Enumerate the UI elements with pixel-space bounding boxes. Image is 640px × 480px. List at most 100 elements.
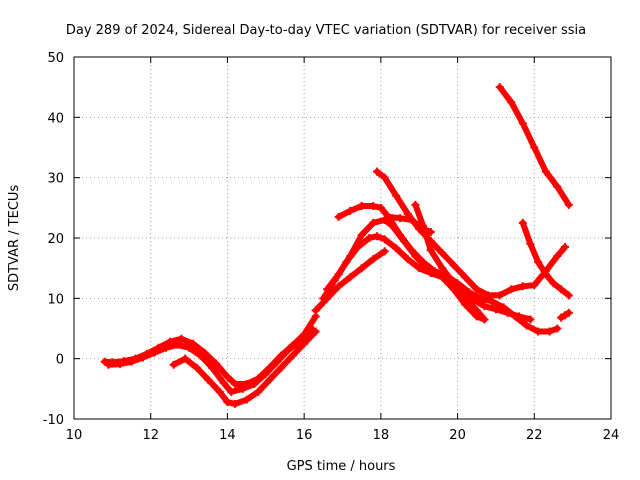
data-point <box>346 252 355 261</box>
x-tick-label: 18 <box>373 428 390 443</box>
data-point <box>196 351 205 360</box>
data-point <box>139 353 148 362</box>
series-line <box>412 201 488 323</box>
data-point <box>396 214 405 223</box>
data-point <box>411 200 420 209</box>
data-point <box>557 285 566 294</box>
data-point <box>219 378 228 387</box>
data-point <box>530 143 539 152</box>
data-point <box>461 294 470 303</box>
data-point <box>211 359 220 368</box>
data-point <box>177 334 186 343</box>
data-point <box>560 243 569 252</box>
data-point <box>238 384 247 393</box>
y-tick-label: 30 <box>47 172 64 187</box>
data-point <box>495 83 504 92</box>
series-line <box>374 168 568 299</box>
data-point <box>384 212 393 221</box>
data-point <box>541 167 550 176</box>
data-point <box>553 324 562 333</box>
data-point <box>127 357 136 366</box>
data-point <box>438 264 447 273</box>
data-point <box>334 212 343 221</box>
data-point <box>284 345 293 354</box>
data-point <box>265 375 274 384</box>
data-point <box>346 273 355 282</box>
data-point <box>426 246 435 255</box>
data-point <box>499 303 508 312</box>
data-point <box>407 215 416 224</box>
data-point <box>242 395 251 404</box>
data-point <box>419 221 428 230</box>
x-tick-label: 12 <box>142 428 159 443</box>
data-point <box>534 258 543 267</box>
data-point <box>376 203 385 212</box>
data-point <box>250 380 259 389</box>
x-tick-label: 14 <box>219 428 236 443</box>
chart-title: Day 289 of 2024, Sidereal Day-to-day VTE… <box>66 23 586 38</box>
data-point <box>380 235 389 244</box>
data-point <box>541 270 550 279</box>
data-point <box>173 340 182 349</box>
data-point <box>449 261 458 270</box>
data-point <box>231 399 240 408</box>
data-point <box>373 232 382 241</box>
data-point <box>549 279 558 288</box>
data-point <box>392 244 401 253</box>
data-point <box>396 230 405 239</box>
y-axis-title: SDTVAR / TECUs <box>7 185 22 292</box>
data-point <box>323 294 332 303</box>
data-point <box>484 291 493 300</box>
data-point <box>511 312 520 321</box>
y-tick-label: -10 <box>43 413 64 428</box>
data-point <box>223 372 232 381</box>
data-point <box>419 258 428 267</box>
data-point <box>116 360 125 369</box>
data-point <box>564 308 573 317</box>
data-point <box>323 285 332 294</box>
data-point <box>522 321 531 330</box>
data-point <box>553 252 562 261</box>
data-point <box>465 288 474 297</box>
data-point <box>311 306 320 315</box>
data-point <box>261 369 270 378</box>
data-point <box>369 202 378 211</box>
data-point <box>208 363 217 372</box>
data-point <box>518 282 527 291</box>
data-point <box>545 327 554 336</box>
data-point <box>507 98 516 107</box>
data-point <box>495 291 504 300</box>
data-point <box>188 339 197 348</box>
data-point <box>273 357 282 366</box>
data-point <box>407 246 416 255</box>
data-point <box>518 218 527 227</box>
y-tick-label: 50 <box>47 51 64 66</box>
data-point <box>162 343 171 352</box>
data-point <box>392 191 401 200</box>
data-point <box>476 294 485 303</box>
data-point <box>334 270 343 279</box>
x-tick-label: 20 <box>449 428 466 443</box>
data-point <box>526 240 535 249</box>
data-point <box>300 339 309 348</box>
data-point <box>472 306 481 315</box>
data-point <box>461 273 470 282</box>
data-point <box>488 297 497 306</box>
x-tick-label: 10 <box>66 428 83 443</box>
data-point <box>564 291 573 300</box>
x-tick-label: 24 <box>603 428 620 443</box>
series-arc-6 <box>311 247 389 315</box>
data-point <box>449 279 458 288</box>
data-point <box>204 375 213 384</box>
data-point <box>288 351 297 360</box>
data-point <box>373 167 382 176</box>
data-point <box>507 285 516 294</box>
data-point <box>403 255 412 264</box>
data-point <box>380 247 389 256</box>
data-point <box>430 267 439 276</box>
data-point <box>254 387 263 396</box>
series-arc-10 <box>411 200 489 324</box>
data-point <box>357 202 366 211</box>
data-point <box>277 363 286 372</box>
x-tick-label: 16 <box>296 428 313 443</box>
